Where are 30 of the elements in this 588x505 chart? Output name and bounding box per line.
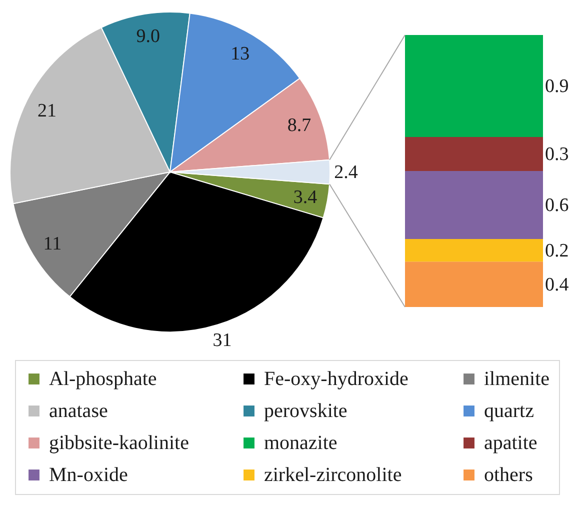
legend-label: Fe-oxy-hydroxide [264,368,409,390]
data-label: 31 [212,330,232,352]
data-label: 13 [230,44,250,65]
data-label: 21 [37,100,56,122]
legend-label: Al-phosphate [49,368,157,390]
legend-label: apatite [484,432,538,454]
bar [405,171,543,239]
legend-label: gibbsite-kaolinite [49,432,190,454]
bar [405,35,543,137]
legend-label: monazite [264,432,338,454]
data-label: 0.6 [545,195,569,216]
data-label: 0.3 [545,144,569,165]
data-label: 2.4 [334,162,358,183]
legend-label: zirkel-zirconolite [264,464,402,486]
data-label: 0.9 [545,76,569,97]
legend-label: anatase [49,400,108,422]
data-label: 11 [43,233,62,254]
legend-label: perovskite [264,400,348,422]
data-label: 0.4 [545,274,570,296]
data-label: 3.4 [293,187,318,208]
legend-label: ilmenite [484,368,550,390]
bar [405,137,543,171]
legend-label: others [484,464,534,486]
data-label: 9.0 [136,26,160,48]
legend-label: quartz [484,400,534,422]
bar [405,239,543,262]
bar [405,262,543,307]
legend-label: Mn-oxide [49,464,128,486]
data-label: 8.7 [287,114,312,136]
data-label: 0.2 [545,240,569,262]
